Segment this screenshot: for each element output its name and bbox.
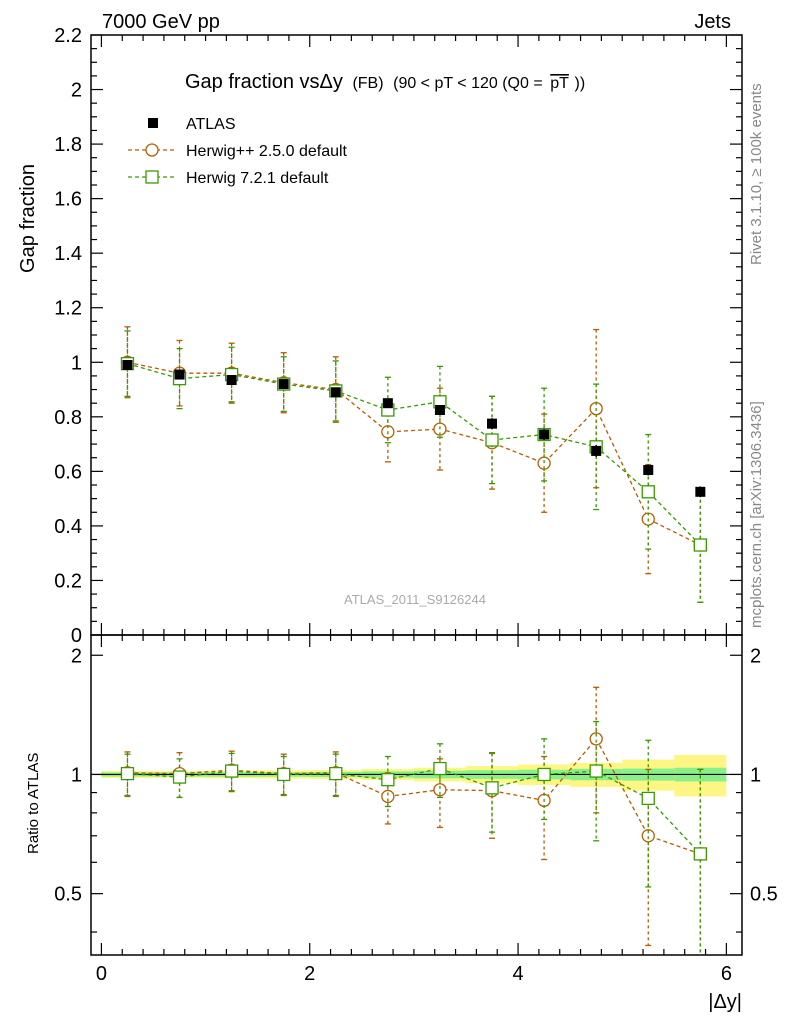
title-subset: (FB) (352, 75, 383, 92)
ratio-herwig-7-2-1-default-point (589, 764, 603, 778)
main-y-tick-label: 1.4 (54, 243, 82, 265)
title-range: (90 < pT < 120 (Q0 = (393, 75, 543, 92)
main-y-tick-label: 1.6 (54, 189, 82, 211)
main-atlas-point (487, 418, 498, 429)
ratio-herwig-2-5-0-default-line (127, 737, 701, 855)
ratio-y-axis-label: Ratio to ATLAS (25, 753, 42, 854)
main-y-tick-label: 0.8 (54, 407, 82, 429)
ratio-herwig-7-2-1-default-point (120, 766, 135, 781)
main-herwig-7-2-1-default-point (485, 433, 499, 447)
main-y-tick-label: 1.2 (54, 298, 82, 320)
main-atlas-point (278, 379, 289, 390)
ratio-herwig-2-5-0-default-point (433, 783, 447, 797)
x-tick-label: 2 (304, 963, 315, 985)
main-herwig-7-2-1-default-point (641, 485, 655, 499)
ratio-herwig-7-2-1-default-point (641, 791, 655, 806)
main-atlas-point (330, 387, 341, 398)
legend-marker-atlas (148, 118, 158, 128)
ratio-y-tick-label-right: 0.5 (750, 884, 778, 906)
x-tick-label: 0 (96, 963, 107, 985)
ratio-herwig-7-2-1-default-point (537, 767, 551, 782)
svg-text:Gap fraction vsΔy (FB): Gap fraction vsΔy (FB) (90 < pT < 120 (Q… (185, 71, 585, 93)
main-atlas-point (434, 405, 445, 415)
analysis-watermark: ATLAS_2011_S9126244 (344, 592, 486, 607)
ratio-herwig-7-2-1-default-point (277, 767, 291, 782)
ratio-herwig-7-2-1-default-point (329, 766, 343, 781)
mcplots-note: mcplots.cern.ch [arXiv:1306.3436] (748, 401, 765, 628)
legend-entry-herwigpp: Herwig++ 2.5.0 default (128, 143, 348, 160)
title-main: Gap fraction vsΔy (185, 71, 343, 93)
legend-label-herwig7: Herwig 7.2.1 default (186, 170, 329, 187)
x-tick-label: 4 (512, 963, 523, 985)
main-y-tick-label: 0.2 (54, 570, 82, 592)
legend-entry-atlas: ATLAS (148, 116, 236, 133)
legend-marker-herwigpp (145, 143, 159, 157)
ratio-herwig-7-2-1-default-point (433, 761, 447, 776)
ratio-herwig-7-2-1-default-point (172, 770, 187, 784)
rivet-note: Rivet 3.1.10, ≥ 100k events (748, 83, 765, 265)
x-axis-label: |Δy| (708, 991, 742, 1013)
title-close: )) (574, 75, 585, 92)
main-herwig-7-2-1-default-line (127, 363, 701, 546)
ratio-herwig-7-2-1-default-point (224, 764, 239, 778)
main-atlas-point (591, 445, 602, 456)
main-y-tick-label: 0.4 (54, 516, 82, 538)
ratio-y-tick-label-right: 2 (750, 645, 761, 667)
main-y-tick-label: 1 (71, 352, 82, 374)
main-y-tick-label: 2.2 (54, 25, 82, 47)
main-atlas-point (122, 360, 133, 370)
legend-entry-herwig7: Herwig 7.2.1 default (128, 170, 329, 187)
ratio-herwig-2-5-0-default-point (381, 789, 395, 804)
ratio-panel (90, 634, 743, 956)
ratio-panel-frame (90, 634, 743, 956)
main-herwig-2-5-0-default-line (127, 361, 701, 546)
main-y-tick-label: 0.6 (54, 461, 82, 483)
ratio-y-tick-label: 0.5 (54, 884, 82, 906)
main-y-tick-label: 1.8 (54, 134, 82, 156)
main-atlas-point (174, 369, 185, 380)
main-atlas-point (382, 398, 393, 409)
legend-label-herwigpp: Herwig++ 2.5.0 default (186, 143, 348, 160)
main-title: Gap fraction vsΔy (FB) (90 < pT < 120 (Q… (185, 71, 585, 93)
ratio-y-tick-label: 1 (71, 764, 82, 786)
header-energy-label: 7000 GeV pp (102, 11, 220, 33)
main-atlas-point (643, 465, 654, 475)
ratio-herwig-2-5-0-default-point (589, 732, 603, 746)
ratio-herwig-7-2-1-default-point (381, 773, 395, 787)
ratio-herwig-7-2-1-default-line (127, 767, 701, 855)
ratio-herwig-7-2-1-default-point (693, 847, 707, 861)
header-process-label: Jets (694, 11, 731, 33)
legend-label-atlas: ATLAS (186, 116, 236, 133)
ratio-y-tick-label: 2 (71, 645, 82, 667)
x-tick-label: 6 (721, 963, 732, 985)
main-atlas-point (695, 486, 706, 497)
main-atlas-point (226, 375, 237, 385)
main-herwig-7-2-1-default-point (693, 538, 707, 552)
ratio-y-tick-label-right: 1 (750, 764, 761, 786)
main-y-axis-label: Gap fraction (17, 164, 39, 273)
legend: ATLAS Herwig++ 2.5.0 default Herwig 7.2.… (128, 116, 348, 187)
main-y-tick-label: 0 (71, 625, 82, 647)
ratio-herwig-7-2-1-default-point (485, 781, 499, 795)
legend-marker-herwig7 (145, 170, 159, 184)
main-y-tick-label: 2 (71, 80, 82, 102)
title-qbar: pT (550, 75, 569, 92)
main-atlas-point (539, 429, 550, 440)
ratio-herwig-2-5-0-default-point (641, 829, 655, 843)
